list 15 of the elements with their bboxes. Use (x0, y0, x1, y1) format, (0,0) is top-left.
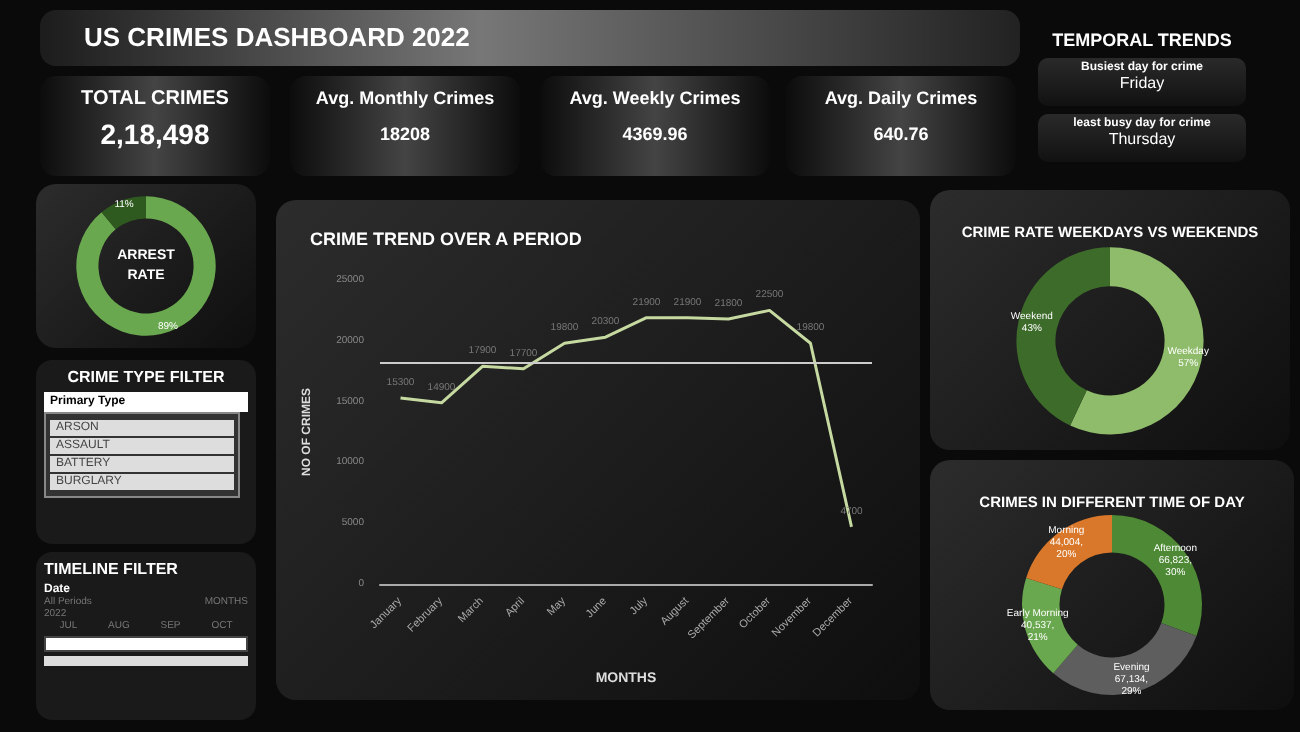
text: 4369.96 (620, 124, 690, 144)
text: Avg. Daily Crimes (822, 88, 980, 108)
text: 18208 (377, 124, 433, 144)
text: Thursday (1106, 130, 1178, 148)
text: 640.76 (871, 124, 931, 144)
text: Friday (1117, 74, 1167, 92)
text: TOTAL CRIMES (79, 88, 231, 110)
text: TIMELINE FILTER (44, 560, 180, 578)
text: CRIME TYPE FILTER (65, 368, 227, 386)
text: 2,18,498 (98, 118, 212, 150)
chart-title: CRIME TREND OVER A PERIOD (310, 229, 583, 249)
text: Avg. Weekly Crimes (567, 88, 743, 108)
text: US CRIMES DASHBOARD 2022 (40, 10, 1020, 66)
text: Avg. Monthly Crimes (313, 88, 497, 108)
text: TEMPORAL TRENDS (1050, 30, 1234, 50)
